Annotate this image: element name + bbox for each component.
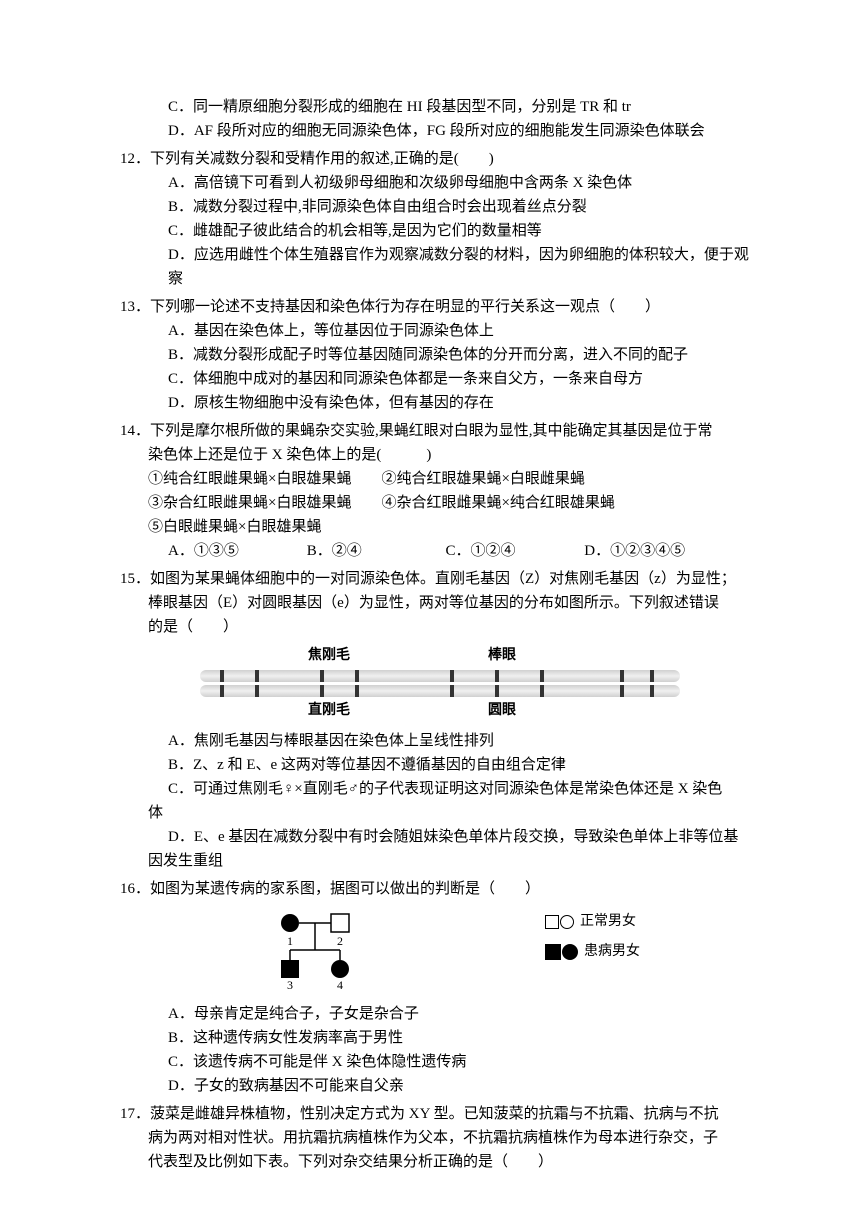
q11-option-c: C．同一精原细胞分裂形成的细胞在 HI 段基因型不同，分别是 TR 和 tr xyxy=(120,95,750,119)
q12-option-d: D．应选用雌性个体生殖器官作为观察减数分裂的材料，因为卵细胞的体积较大，便于观察 xyxy=(120,243,750,291)
circle-filled-icon xyxy=(562,944,578,960)
square-open-icon xyxy=(545,915,559,929)
q15-option-b: B．Z、z 和 E、e 这两对等位基因不遵循基因的自由组合定律 xyxy=(120,753,750,777)
label-bangyan: 棒眼 xyxy=(488,645,516,667)
chromosome-bottom xyxy=(200,685,680,697)
q16-option-b: B．这种遗传病女性发病率高于男性 xyxy=(120,1026,750,1050)
q17-stem-2: 病为两对相对性状。用抗霜抗病植株作为父本，不抗霜抗病植株作为母本进行杂交，子 xyxy=(120,1126,750,1150)
q12-option-c: C．雌雄配子彼此结合的机会相等,是因为它们的数量相等 xyxy=(120,219,750,243)
label-jiaogangmao: 焦刚毛 xyxy=(308,645,488,667)
q13-option-a: A．基因在染色体上，等位基因位于同源染色体上 xyxy=(120,319,750,343)
pedigree-legend: 正常男女 患病男女 xyxy=(545,911,640,972)
q14-options: A．①③⑤ B．②④ C．①②④ D．①②③④⑤ xyxy=(120,539,750,563)
q12-stem: 12．下列有关减数分裂和受精作用的叙述,正确的是( ) xyxy=(120,147,750,171)
q15-stem-1: 15．如图为某果蝇体细胞中的一对同源染色体。直刚毛基因（Z）对焦刚毛基因（z）为… xyxy=(120,567,750,591)
q16-stem: 16．如图为某遗传病的家系图，据图可以做出的判断是（ ） xyxy=(120,877,750,901)
svg-text:1: 1 xyxy=(287,934,293,948)
q17-stem-3: 代表型及比例如下表。下列对杂交结果分析正确的是（ ） xyxy=(120,1150,750,1174)
q15-option-c2: 体 xyxy=(120,801,750,825)
label-zhigangmao: 直刚毛 xyxy=(308,700,488,722)
q11-option-d: D．AF 段所对应的细胞无同源染色体，FG 段所对应的细胞能发生同源染色体联会 xyxy=(120,119,750,143)
q12-option-b: B．减数分裂过程中,非同源染色体自由组合时会出现着丝点分裂 xyxy=(120,195,750,219)
q13-option-c: C．体细胞中成对的基因和同源染色体都是一条来自父方，一条来自母方 xyxy=(120,367,750,391)
square-filled-icon xyxy=(545,944,561,960)
svg-text:4: 4 xyxy=(337,978,343,990)
q13-stem: 13．下列哪一论述不支持基因和染色体行为存在明显的平行关系这一观点（ ） xyxy=(120,295,750,319)
q12-option-a: A．高倍镜下可看到人初级卵母细胞和次级卵母细胞中含两条 X 染色体 xyxy=(120,171,750,195)
pedigree-diagram: 1 2 3 4 正常男女 患病男女 xyxy=(260,905,640,998)
circle-open-icon xyxy=(560,915,574,929)
q13-option-b: B．减数分裂形成配子时等位基因随同源染色体的分开而分离，进入不同的配子 xyxy=(120,343,750,367)
q15-option-d1: D．E、e 基因在减数分裂中有时会随姐妹染色单体片段交换，导致染色单体上非等位基 xyxy=(120,825,750,849)
svg-text:2: 2 xyxy=(337,934,343,948)
q14-line2: ③杂合红眼雌果蝇×白眼雄果蝇 ④杂合红眼雌果蝇×纯合红眼雄果蝇 xyxy=(120,491,750,515)
q15-option-a: A．焦刚毛基因与棒眼基因在染色体上呈线性排列 xyxy=(120,729,750,753)
q15-option-d2: 因发生重组 xyxy=(120,849,750,873)
q15-stem-2: 棒眼基因（E）对圆眼基因（e）为显性，两对等位基因的分布如图所示。下列叙述错误 xyxy=(120,591,750,615)
q15-stem-3: 的是（ ） xyxy=(120,615,750,639)
q14-line3: ⑤白眼雌果蝇×白眼雄果蝇 xyxy=(120,515,750,539)
q14-stem-2: 染色体上还是位于 X 染色体上的是( ) xyxy=(120,443,750,467)
q16-option-c: C．该遗传病不可能是伴 X 染色体隐性遗传病 xyxy=(120,1050,750,1074)
label-yuanyan: 圆眼 xyxy=(488,700,516,722)
q14-line1: ①纯合红眼雌果蝇×白眼雄果蝇 ②纯合红眼雄果蝇×白眼雌果蝇 xyxy=(120,467,750,491)
q15-option-c1: C．可通过焦刚毛♀×直刚毛♂的子代表现证明这对同源染色体是常染色体还是 X 染色 xyxy=(120,777,750,801)
q16-option-d: D．子女的致病基因不可能来自父亲 xyxy=(120,1074,750,1098)
q17-stem-1: 17．菠菜是雌雄异株植物，性别决定方式为 XY 型。已知菠菜的抗霜与不抗霜、抗病… xyxy=(120,1102,750,1126)
q14-stem-1: 14．下列是摩尔根所做的果蝇杂交实验,果蝇红眼对白眼为显性,其中能确定其基因是位… xyxy=(120,419,750,443)
chromosome-top xyxy=(200,670,680,682)
pedigree-svg: 1 2 3 4 xyxy=(260,905,480,990)
q16-option-a: A．母亲肯定是纯合子，子女是杂合子 xyxy=(120,1002,750,1026)
q13-option-d: D．原核生物细胞中没有染色体，但有基因的存在 xyxy=(120,391,750,415)
svg-text:3: 3 xyxy=(287,978,293,990)
chromosome-diagram: 焦刚毛 棒眼 直刚毛 圆眼 xyxy=(200,645,680,723)
